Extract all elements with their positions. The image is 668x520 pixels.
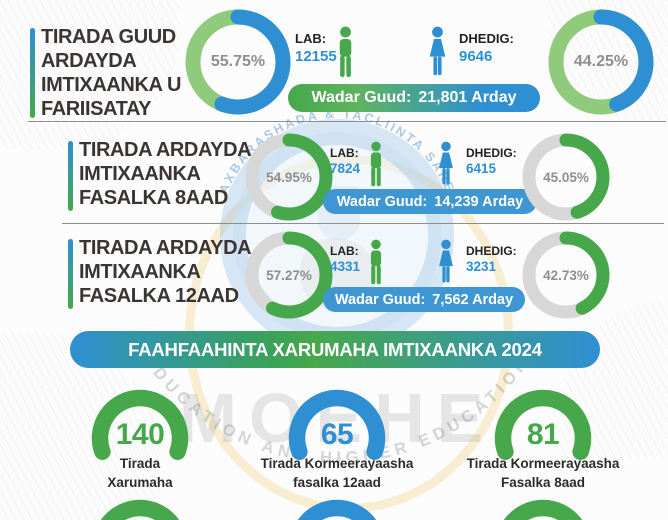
female-icon (429, 26, 446, 76)
dhedig-label: DHEDIG: (466, 244, 517, 258)
male-icon (339, 26, 352, 78)
lab-value: 12155 (295, 48, 337, 65)
donut-lab-share: 54.95% (244, 132, 334, 222)
total-pill: Wadar Guud: 21,801 Arday (288, 84, 540, 112)
donut-percent-label: 57.27% (266, 267, 312, 283)
gauge-arc (91, 389, 189, 460)
section-divider (28, 121, 666, 122)
donut-percent-label: 55.75% (210, 53, 266, 70)
total-pill: Wadar Guud: 14,239 Arday (323, 189, 537, 214)
gauge-arc (297, 499, 377, 520)
donut-percent-label: 42.73% (543, 267, 589, 283)
donut-percent-label: 45.05% (543, 169, 589, 185)
stat-value: 81 (526, 418, 560, 451)
stat-supervisors-grade12: 65 Tirada Kormeerayaasha fasalka 12aad (227, 382, 447, 490)
centers-banner: FAAHFAAHINTA XARUMAHA IMTIXAANKA 2024 (70, 331, 600, 368)
gauge-arc (494, 389, 592, 460)
donut-dhedig-share: 45.05% (521, 132, 611, 222)
stat-partial (227, 492, 447, 520)
dhedig-value: 9646 (459, 48, 493, 65)
stat-label: Tirada Kormeerayaasha fasalka 12aad (260, 456, 414, 490)
gauge-arc (100, 499, 180, 520)
donut-percent-label: 44.25% (573, 53, 629, 70)
stat-label: Tirada Xarumaha (107, 456, 173, 490)
stat-supervisors-grade8: 81 Tirada Kormeerayaasha Fasalka 8aad (433, 382, 653, 490)
gauge-arc (503, 499, 583, 520)
stat-value: 65 (320, 418, 354, 451)
dhedig-value: 3231 (466, 259, 497, 274)
lab-label: LAB: (295, 31, 327, 46)
total-label: Wadar Guud: (311, 89, 412, 106)
lab-label: LAB: (330, 244, 359, 258)
donut-chart (548, 9, 654, 115)
female-icon (439, 239, 453, 283)
total-value: 7,562 Arday (432, 291, 514, 308)
stat-centers: 140 Tirada Xarumaha (30, 382, 250, 490)
dhedig-label: DHEDIG: (459, 31, 514, 46)
section-title: TIRADA ARDAYDA IMTIXAANKA FASALKA 12AAD (79, 237, 252, 307)
section-title: TIRADA ARDAYDA IMTIXAANKA FASALKA 8AAD (79, 139, 252, 209)
donut-percent-label: 54.95% (266, 169, 312, 185)
title-accent-bar (30, 28, 35, 118)
male-icon (370, 239, 382, 285)
donut-chart (185, 9, 291, 115)
donut-lab-share: 55.75% (184, 8, 292, 116)
donut-chart (522, 231, 610, 319)
section-overall: TIRADA GUUD ARDAYDA IMTIXAANKA U FARIISA… (0, 0, 668, 123)
section-grade8: TIRADA ARDAYDA IMTIXAANKA FASALKA 8AAD 5… (0, 124, 668, 224)
female-icon (439, 141, 453, 185)
donut-dhedig-share: 42.73% (521, 230, 611, 320)
lab-label: LAB: (330, 146, 359, 160)
dhedig-value: 6415 (466, 161, 497, 176)
lab-value: 4331 (330, 259, 361, 274)
total-value: 14,239 Arday (434, 193, 524, 210)
donut-dhedig-share: 44.25% (547, 8, 655, 116)
section-grade12: TIRADA ARDAYDA IMTIXAANKA FASALKA 12AAD … (0, 224, 668, 331)
lab-value: 7824 (330, 161, 361, 176)
title-accent-bar (68, 239, 73, 309)
title-accent-bar (68, 141, 73, 211)
stat-partial (30, 492, 250, 520)
section-title: TIRADA GUUD ARDAYDA IMTIXAANKA U FARIISA… (41, 26, 182, 120)
stat-value: 140 (115, 418, 165, 451)
donut-chart (522, 133, 610, 221)
gauge-arc (288, 389, 386, 460)
total-value: 21,801 Arday (418, 89, 517, 106)
donut-lab-share: 57.27% (244, 230, 334, 320)
male-icon (370, 141, 382, 187)
total-label: Wadar Guud: (336, 193, 428, 210)
stat-partial (433, 492, 653, 520)
dhedig-label: DHEDIG: (466, 146, 517, 160)
total-pill: Wadar Guud: 7,562 Arday (323, 287, 525, 312)
total-label: Wadar Guud: (334, 291, 426, 308)
stat-label: Tirada Kormeerayaasha Fasalka 8aad (466, 456, 620, 490)
